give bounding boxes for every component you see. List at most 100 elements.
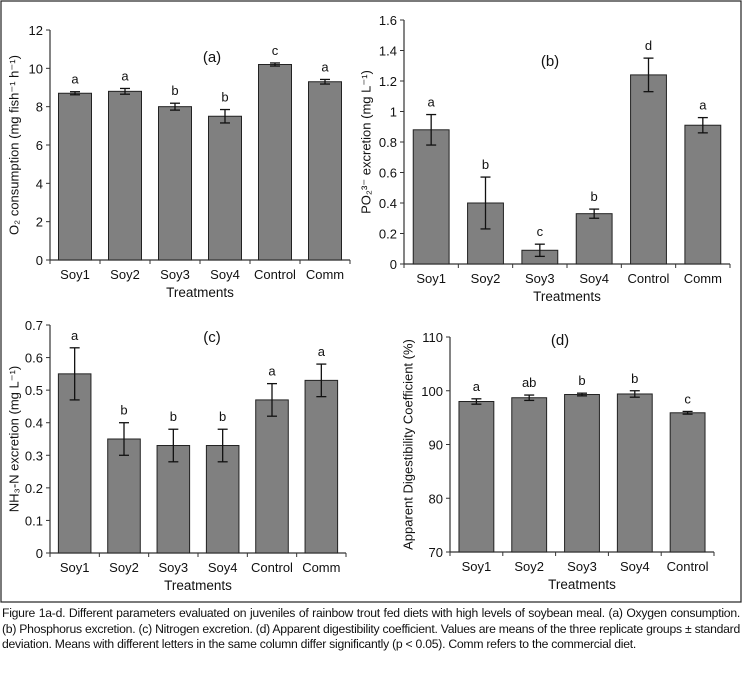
panel-label: (d) [551,332,569,349]
x-tick-label: Control [667,559,709,574]
y-axis-title: NH₃-N excretion (mg L⁻¹) [7,366,22,513]
y-tick-label: 0.2 [379,227,397,242]
significance-letter: b [170,409,177,424]
panel-label: (b) [541,53,559,70]
y-tick-label: 0 [36,546,43,561]
significance-letter: b [219,409,226,424]
significance-letter: b [221,90,228,105]
bar-soy4 [205,445,240,554]
y-tick-label: 100 [421,384,443,399]
x-tick-label: Soy2 [109,560,139,575]
bar-control [258,64,292,261]
significance-letter: a [71,328,79,343]
x-tick-label: Soy2 [471,271,501,286]
y-tick-label: 0 [36,253,43,268]
bar-soy4 [208,115,242,261]
significance-letter: c [684,391,691,406]
bar-soy3 [156,445,191,554]
significance-letter: ab [522,375,536,390]
x-tick-label: Soy4 [208,560,238,575]
y-tick-label: 0.1 [25,513,43,528]
x-tick-label: Soy3 [159,560,189,575]
significance-letter: a [121,68,129,83]
y-axis-title: Apparent Digestibility Coefficient (%) [401,339,416,550]
y-tick-label: 0 [390,257,397,272]
bar-soy4 [616,393,653,553]
x-axis-title: Treatments [164,578,232,593]
bar-comm [684,124,722,265]
y-tick-label: 4 [36,176,43,191]
x-axis-title: Treatments [548,577,616,592]
y-tick-label: 0.6 [25,351,43,366]
significance-letter: a [71,72,79,87]
chart-panel-c: 0 0.1 0.2 0.3 0.4 0.5 0.6 0.7 a Soy1 b Soy2 b Soy3 b So… [7,318,347,593]
x-tick-label: Soy1 [462,559,492,574]
y-tick-label: 1.6 [379,13,397,28]
significance-letter: a [428,95,436,110]
figure-frame [0,0,742,603]
significance-letter: d [645,38,652,53]
x-tick-label: Soy4 [620,559,650,574]
y-tick-label: 0.6 [379,166,397,181]
x-tick-label: Soy4 [579,271,609,286]
significance-letter: a [473,379,481,394]
bar-control [255,399,289,554]
bar-comm [304,379,339,554]
chart-panel-b: 0 0.2 0.4 0.6 0.8 1 1.2 1.4 1.6 a Soy1 b Soy2 c Soy3 b S… [359,13,731,304]
significance-letter: a [321,59,329,74]
x-tick-label: Soy4 [210,267,240,282]
y-tick-label: 10 [29,61,43,76]
significance-letter: c [272,43,279,58]
y-tick-label: 0.5 [25,383,43,398]
x-tick-label: Control [254,267,296,282]
y-tick-label: 0.2 [25,481,43,496]
significance-letter: c [537,224,544,239]
bar-soy1 [57,373,92,554]
y-tick-label: 110 [422,330,443,345]
y-axis-title: PO₂³⁻ excretion (mg L⁻¹) [359,70,374,214]
x-tick-label: Soy3 [525,271,555,286]
x-tick-label: Control [251,560,293,575]
x-tick-label: Comm [306,267,344,282]
x-tick-label: Soy2 [110,267,140,282]
bar-soy4 [575,213,613,265]
y-tick-label: 1.4 [379,44,397,59]
chart-panel-d: 70 80 90 100 110 a Soy1 ab Soy2 b Soy3 b Soy4 c Contro… [401,330,715,592]
bar-soy1 [58,92,92,261]
charts-group: 024681012aSoy1aSoy2bSoy3bSoy4cControlaCo… [7,13,731,593]
x-tick-label: Comm [302,560,340,575]
significance-letter: b [482,157,489,172]
y-tick-label: 80 [429,491,443,506]
significance-letter: b [120,403,127,418]
y-tick-label: 2 [36,215,43,230]
y-axis-title: O₂ consumption (mg fish⁻¹ h⁻¹) [7,55,22,235]
figure-caption: Figure 1a-d. Different parameters evalua… [2,606,740,652]
significance-letter: a [268,364,276,379]
bar-soy3 [158,106,192,261]
x-axis-title: Treatments [166,285,234,300]
y-tick-label: 0.7 [25,318,43,333]
significance-letter: b [171,83,178,98]
significance-letter: a [318,344,326,359]
chart-panel-a: 0 2 4 6 8 10 12 a Soy1 a Soy2 b Soy3 b Soy4 c Control a Co… [7,23,351,300]
bar-soy1 [412,129,450,265]
significance-letter: b [631,371,638,386]
y-tick-label: 70 [429,545,443,560]
bar-control [630,74,667,265]
y-tick-label: 6 [36,138,43,153]
y-tick-label: 8 [36,100,43,115]
bar-soy2 [511,397,548,553]
panel-label: (c) [203,329,221,346]
x-tick-label: Control [628,271,670,286]
x-tick-label: Soy1 [60,267,90,282]
x-tick-label: Comm [684,271,722,286]
x-tick-label: Soy3 [567,559,597,574]
y-tick-label: 0.3 [25,448,43,463]
bar-soy2 [108,90,142,261]
y-tick-label: 0.8 [379,135,397,150]
x-tick-label: Soy3 [160,267,190,282]
significance-letter: b [591,189,598,204]
bar-comm [308,81,342,261]
y-tick-label: 1.2 [379,74,397,89]
